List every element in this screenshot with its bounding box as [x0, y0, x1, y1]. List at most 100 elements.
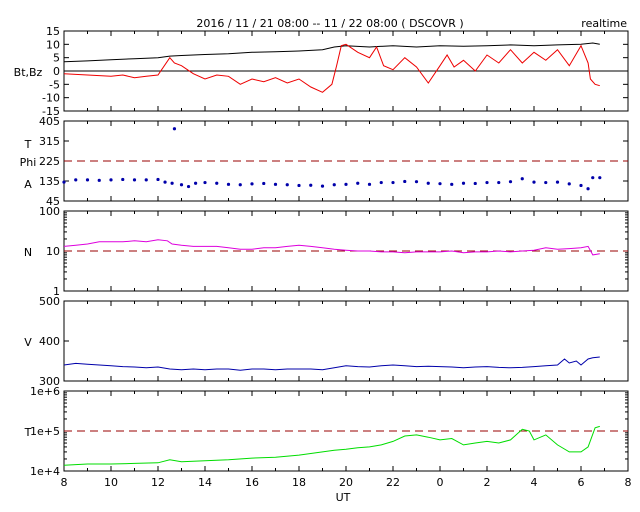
phi_angle-ylabel: T — [24, 138, 32, 151]
density-panel: 100 10 1 N — [24, 205, 629, 298]
phi-point — [285, 183, 289, 187]
phi-point — [414, 180, 419, 184]
density-series-line — [63, 239, 600, 256]
phi-point — [309, 183, 313, 187]
phi-point — [97, 178, 101, 182]
bz-series-line — [63, 43, 600, 93]
phi-point — [532, 180, 536, 184]
magnetic_field-ytick-label: 10 — [46, 38, 60, 51]
phi-point — [567, 182, 571, 186]
phi_angle-ytick-label: 405 — [39, 115, 60, 128]
phi-point — [473, 181, 477, 186]
phi-point — [586, 187, 590, 191]
phi-point — [520, 177, 524, 181]
phi-point — [109, 178, 113, 182]
x-tick-label: 4 — [531, 476, 538, 489]
phi-point — [297, 183, 301, 188]
phi-point — [591, 176, 595, 180]
phi-point — [85, 178, 90, 182]
phi_angle-ytick-label: 135 — [39, 175, 60, 188]
x-tick-label: 14 — [198, 476, 212, 489]
phi_angle-ylabel: A — [24, 178, 32, 191]
phi-point — [508, 180, 513, 184]
phi-point — [332, 183, 336, 187]
temperature-series-line — [63, 425, 600, 466]
figure-title: 2016 / 11 / 21 08:00 -- 11 / 22 08:00 ( … — [196, 17, 463, 30]
magnetic_field-ytick-label: 5 — [53, 52, 60, 65]
phi-point — [203, 180, 207, 185]
x-tick-label: 20 — [339, 476, 353, 489]
phi-point — [186, 184, 191, 189]
phi-point — [461, 181, 466, 185]
phi-point — [238, 183, 242, 187]
phi-point — [391, 180, 395, 185]
phi-point — [320, 184, 325, 188]
phi-point — [273, 182, 278, 186]
density-ytick-label: 10 — [46, 245, 60, 258]
x-axis-label: UT — [336, 491, 351, 504]
speed-ylabel: V — [24, 336, 32, 349]
phi-point — [132, 178, 137, 182]
temperature-ytick-label: 1e+6 — [30, 385, 60, 398]
panels: 151050-5-10-15Bt,Bz40531522513545TPhiA10… — [14, 25, 632, 489]
phi-point — [250, 182, 254, 186]
x-tick-label: 2 — [484, 476, 491, 489]
magnetic_field-ytick-label: -15 — [42, 105, 60, 118]
x-tick-label: 22 — [386, 476, 400, 489]
phi-point — [438, 182, 442, 186]
phi-point — [121, 177, 125, 182]
phi-point — [367, 182, 372, 186]
speed-ytick-label: 400 — [39, 335, 60, 348]
temperature-ytick-label: 1e+5 — [30, 425, 60, 438]
speed-series-line — [63, 356, 600, 371]
realtime-label: realtime — [581, 17, 627, 30]
x-tick-label: 8 — [61, 476, 68, 489]
phi-point — [579, 183, 583, 188]
phi-point — [62, 180, 66, 184]
phi_angle-panel: 405 315 225 135 45 T Phi A — [20, 115, 629, 208]
magnetic_field-ytick-label: -5 — [49, 78, 60, 91]
x-tick-label: 8 — [625, 476, 632, 489]
magnetic_field-ylabel: Bt,Bz — [14, 66, 43, 79]
magnetic_field-ytick-label: 0 — [53, 65, 60, 78]
magnetic_field-ytick-label: -10 — [42, 92, 60, 105]
phi-point — [215, 181, 219, 185]
x-tick-label: 18 — [292, 476, 306, 489]
density-ytick-label: 1 — [53, 285, 60, 298]
phi-point — [170, 181, 174, 185]
phi-point — [344, 182, 348, 186]
phi_angle-ytick-label: 225 — [39, 155, 60, 168]
speed-ytick-label: 300 — [39, 375, 60, 388]
phi_angle-ylabel: Phi — [20, 156, 37, 169]
phi-point — [426, 181, 430, 185]
phi-point — [485, 180, 489, 185]
phi-point — [450, 182, 454, 186]
x-tick-label: 6 — [578, 476, 585, 489]
speed-ytick-label: 500 — [39, 295, 60, 308]
phi-point — [497, 180, 501, 185]
phi-point — [179, 183, 184, 187]
phi-point — [555, 180, 560, 184]
density-ylabel: N — [24, 246, 32, 259]
magnetic_field-ytick-label: 15 — [46, 25, 60, 38]
phi-point — [356, 181, 360, 185]
x-tick-label: 12 — [151, 476, 165, 489]
phi-point — [262, 181, 266, 186]
temperature-panel: 1e+6 1e+5 1e+4 T — [24, 385, 629, 478]
phi_angle-ytick-label: 315 — [39, 135, 60, 148]
phi-point — [172, 127, 177, 131]
speed-frame — [63, 300, 629, 382]
phi-point — [156, 177, 160, 182]
x-tick-label: 10 — [104, 476, 118, 489]
phi-point — [74, 178, 78, 182]
phi-point — [194, 181, 198, 185]
phi-point — [379, 180, 383, 185]
x-tick-label: 0 — [437, 476, 444, 489]
temperature-ytick-label: 1e+4 — [30, 465, 60, 478]
temperature-ylabel: T — [24, 426, 32, 439]
phi-point — [403, 179, 407, 184]
phi-point — [144, 178, 148, 182]
density-ytick-label: 100 — [39, 205, 60, 218]
